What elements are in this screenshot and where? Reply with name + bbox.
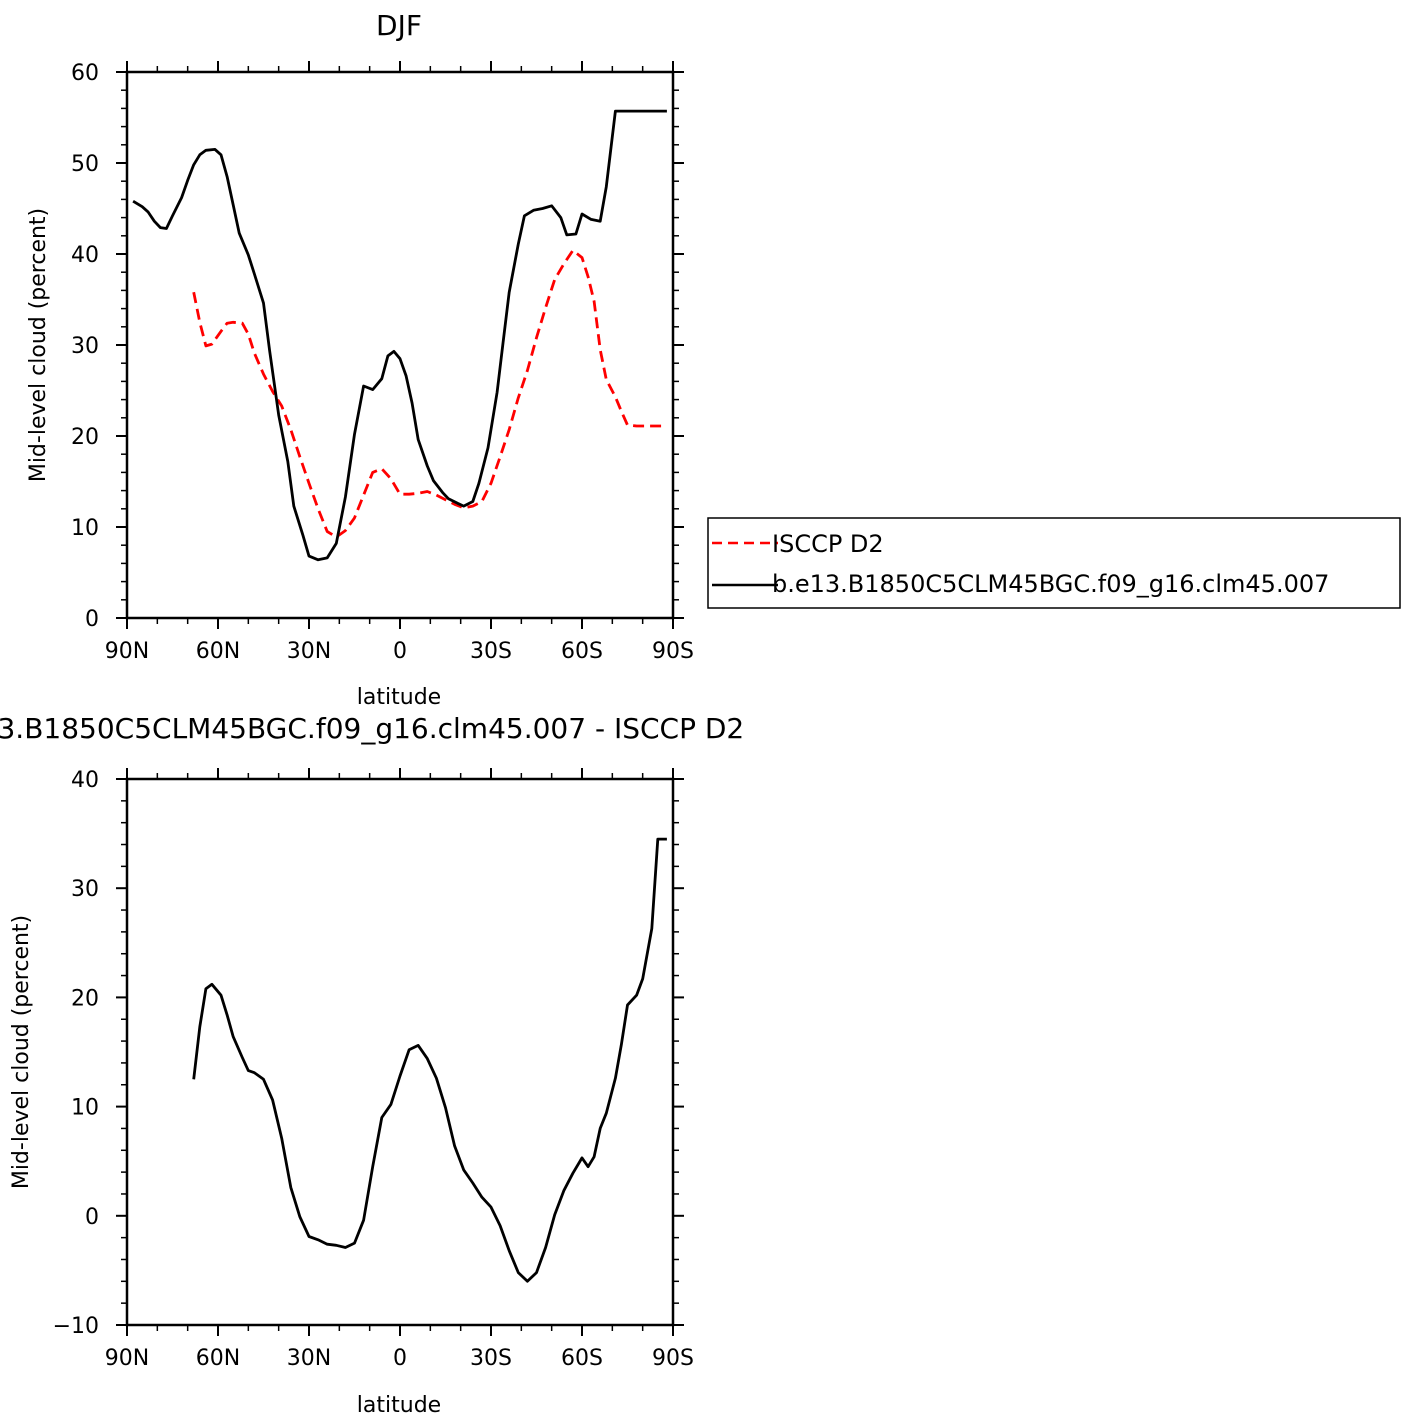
top-series-line-1 — [132, 109, 667, 562]
top-y-tick-label: 0 — [85, 607, 99, 632]
top-y-tick-label: 10 — [71, 516, 99, 541]
bottom-x-tick-label: 60S — [561, 1346, 603, 1371]
legend-label-isccp: ISCCP D2 — [772, 530, 884, 558]
bottom-y-tick-label: 0 — [85, 1205, 99, 1230]
top-x-tick-label: 60N — [196, 639, 240, 664]
bottom-x-tick-label: 0 — [393, 1346, 407, 1371]
top-y-tick-label: 40 — [71, 243, 99, 268]
bottom-plot-frame — [125, 777, 675, 1327]
bottom-y-tick-label: 20 — [71, 986, 99, 1011]
top-y-tick-label: 20 — [71, 425, 99, 450]
bottom-x-axis-label: latitude — [357, 1393, 441, 1418]
bottom-x-tick-label: 90N — [105, 1346, 149, 1371]
top-axes: 90N 60N 30N 0 30S 60S 90S 0 10 20 30 40 50 60 — [71, 61, 694, 664]
legend: ISCCP D2 b.e13.B1850C5CLM45BGC.f09_g16.c… — [707, 517, 1401, 609]
top-y-tick-label: 30 — [71, 334, 99, 359]
top-series-line-0 — [192, 248, 667, 539]
top-x-tick-label: 60S — [561, 639, 603, 664]
top-x-tick-label: 90N — [105, 639, 149, 664]
bottom-x-tick-label: 30N — [287, 1346, 331, 1371]
top-x-tick-label: 30S — [470, 639, 512, 664]
bottom-chart-title: b.e13.B1850C5CLM45BGC.f09_g16.clm45.007 … — [0, 712, 744, 745]
top-y-axis-label: Mid-level cloud (percent) — [26, 208, 51, 482]
bottom-x-tick-label: 30S — [470, 1346, 512, 1371]
top-series-group — [132, 109, 667, 562]
bottom-x-tick-label: 60N — [196, 1346, 240, 1371]
top-y-tick-label: 50 — [71, 152, 99, 177]
bottom-x-tick-label: 90S — [652, 1346, 694, 1371]
bottom-series-group — [192, 837, 667, 1283]
bottom-y-axis-label: Mid-level cloud (percent) — [9, 915, 34, 1189]
bottom-y-tick-label: 30 — [71, 877, 99, 902]
top-x-tick-label: 0 — [393, 639, 407, 664]
legend-label-model: b.e13.B1850C5CLM45BGC.f09_g16.clm45.007 — [772, 570, 1329, 598]
bottom-axes: 90N 60N 30N 0 30S 60S 90S −10 0 10 20 30 40 — [53, 768, 694, 1371]
top-x-tick-label: 90S — [652, 639, 694, 664]
top-x-tick-label: 30N — [287, 639, 331, 664]
bottom-y-tick-label: 10 — [71, 1096, 99, 1121]
panel-top-djf: DJF 90N 60N 30N 0 30S 60S 90S 0 10 20 30 40 50 60 lat… — [26, 9, 694, 710]
top-chart-title: DJF — [376, 9, 422, 42]
legend-box — [707, 517, 1401, 609]
bottom-y-tick-label: −10 — [53, 1314, 99, 1339]
bottom-y-tick-label: 40 — [71, 768, 99, 793]
top-y-tick-label: 60 — [71, 61, 99, 86]
panel-bottom-difference: b.e13.B1850C5CLM45BGC.f09_g16.clm45.007 … — [0, 712, 744, 1418]
top-x-axis-label: latitude — [357, 685, 441, 710]
bottom-series-line-0 — [192, 837, 667, 1283]
